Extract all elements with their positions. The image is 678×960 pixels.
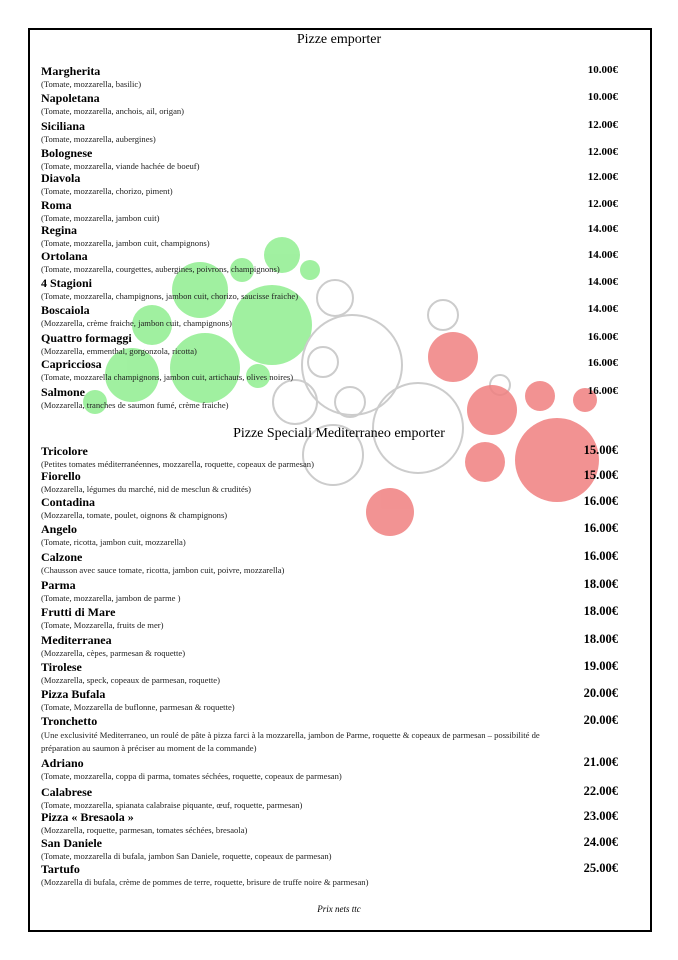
item-price: 21.00€ — [583, 755, 618, 769]
item-name: Capricciosa — [41, 357, 102, 371]
item-description: (Mozzarella, tranches de saumon fumé, cr… — [41, 400, 229, 410]
item-price: 16.00€ — [583, 494, 618, 508]
item-price: 23.00€ — [583, 809, 618, 823]
item-price: 12.00€ — [587, 146, 618, 158]
item-name: Margherita — [41, 64, 101, 78]
item-name: Tartufo — [41, 862, 80, 876]
item-price: 16.00€ — [587, 357, 618, 369]
footer-note: Prix nets ttc — [317, 904, 361, 914]
item-price: 14.00€ — [587, 276, 618, 288]
item-name: Napoletana — [41, 91, 100, 105]
item-description: (Tomate, Mozzarella, fruits de mer) — [41, 620, 164, 630]
item-name: Tricolore — [41, 444, 88, 458]
item-name: Roma — [41, 198, 72, 212]
item-price: 19.00€ — [583, 659, 618, 673]
item-price: 16.00€ — [583, 549, 618, 563]
item-name: Regina — [41, 223, 77, 237]
item-description: (Tomate, Mozzarella de buflonne, parmesa… — [41, 702, 235, 712]
item-name: Frutti di Mare — [41, 605, 116, 619]
frame — [28, 28, 652, 932]
section-title: Pizze Speciali Mediterraneo emporter — [233, 426, 445, 441]
item-description: (Tomate, mozzarella, jambon cuit, champi… — [41, 238, 210, 248]
item-name: Ortolana — [41, 249, 88, 263]
item-description: (Tomate, mozzarella, coppa di parma, tom… — [41, 771, 342, 781]
item-description: (Tomate, mozzarella, anchois, ail, origa… — [41, 106, 185, 116]
item-description: (Tomate, mozzarella, jambon cuit) — [41, 213, 160, 223]
item-description: (Tomate, mozzarella, viande hachée de bo… — [41, 161, 200, 171]
item-price: 14.00€ — [587, 303, 618, 315]
item-name: Tirolese — [41, 660, 82, 674]
item-price: 12.00€ — [587, 119, 618, 131]
item-name: Boscaiola — [41, 303, 90, 317]
item-description: (Tomate, mozzarella, jambon de parme ) — [41, 593, 181, 603]
item-description: (Mozzarella, speck, copeaux de parmesan,… — [41, 675, 220, 685]
item-price: 12.00€ — [587, 198, 618, 210]
item-price: 15.00€ — [583, 443, 618, 457]
item-name: Contadina — [41, 495, 96, 509]
item-price: 18.00€ — [583, 632, 618, 646]
item-price: 20.00€ — [583, 713, 618, 727]
item-description: (Mozzarella, tomate, poulet, oignons & c… — [41, 510, 228, 520]
item-description: (Mozzarella, légumes du marché, nid de m… — [41, 484, 251, 494]
item-description: (Mozzarella di bufala, crème de pommes d… — [41, 877, 369, 887]
item-description: (Petites tomates méditerranéennes, mozza… — [41, 459, 314, 469]
item-name: Siciliana — [41, 119, 86, 133]
item-description: (Une exclusivité Mediterraneo, un roulé … — [41, 730, 540, 753]
item-price: 10.00€ — [587, 91, 618, 103]
item-price: 25.00€ — [583, 861, 618, 875]
item-name: Tronchetto — [41, 714, 98, 728]
item-price: 20.00€ — [583, 686, 618, 700]
item-price: 10.00€ — [587, 64, 618, 76]
item-description: (Tomate, mozzarella, champignons, jambon… — [41, 291, 299, 301]
item-name: Parma — [41, 578, 76, 592]
item-description: (Chausson avec sauce tomate, ricotta, ja… — [41, 565, 285, 575]
item-description: (Mozzarella, emmenthal, gorgonzola, rico… — [41, 346, 197, 356]
item-name: Diavola — [41, 171, 81, 185]
item-price: 22.00€ — [583, 784, 618, 798]
item-description: (Tomate, mozzarella, chorizo, piment) — [41, 186, 173, 196]
item-description: (Mozzarella, roquette, parmesan, tomates… — [41, 825, 248, 835]
item-name: Calabrese — [41, 785, 93, 799]
item-price: 18.00€ — [583, 577, 618, 591]
item-price: 14.00€ — [587, 249, 618, 261]
item-name: San Daniele — [41, 836, 103, 850]
item-name: Quattro formaggi — [41, 331, 132, 345]
item-price: 16.00€ — [587, 331, 618, 343]
item-description: (Tomate, mozzarella di bufala, jambon Sa… — [41, 851, 332, 861]
item-name: Salmone — [41, 385, 86, 399]
item-description: (Tomate, mozzarella, spianata calabraise… — [41, 800, 303, 810]
item-name: Pizza Bufala — [41, 687, 106, 701]
section-title: Pizze emporter — [296, 32, 382, 47]
item-name: Angelo — [41, 522, 77, 536]
item-name: Pizza « Bresaola » — [41, 810, 134, 824]
item-description: (Tomate, mozzarella, courgettes, aubergi… — [41, 264, 280, 274]
item-description: (Tomate, mozzarella, basilic) — [41, 79, 142, 89]
item-price: 24.00€ — [583, 835, 618, 849]
item-name: Bolognese — [41, 146, 93, 160]
item-price: 15.00€ — [583, 468, 618, 482]
item-price: 14.00€ — [587, 223, 618, 235]
item-name: Mediterranea — [41, 633, 112, 647]
item-description: (Tomate, mozzarella, aubergines) — [41, 134, 156, 144]
item-name: Calzone — [41, 550, 83, 564]
item-description: (Tomate, ricotta, jambon cuit, mozzarell… — [41, 537, 186, 547]
item-price: 16.00€ — [587, 385, 618, 397]
item-price: 18.00€ — [583, 604, 618, 618]
item-description: (Mozzarella, crème fraiche, jambon cuit,… — [41, 318, 232, 328]
item-name: 4 Stagioni — [41, 276, 93, 290]
item-price: 16.00€ — [583, 521, 618, 535]
item-description: (Tomate, mozzarella champignons, jambon … — [41, 372, 294, 382]
item-price: 12.00€ — [587, 171, 618, 183]
item-description: (Mozzarella, cèpes, parmesan & roquette) — [41, 648, 186, 658]
item-name: Fiorello — [41, 469, 81, 483]
item-name: Adriano — [41, 756, 84, 770]
